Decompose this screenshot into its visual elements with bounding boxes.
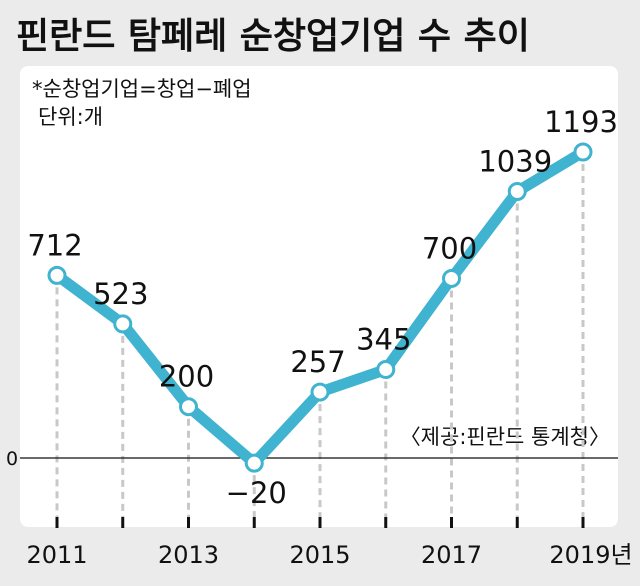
data-point [376, 360, 396, 380]
x-tick-label: 2017 [421, 541, 482, 569]
chart-title: 핀란드 탐페레 순창업기업 수 추이 [16, 16, 530, 57]
data-point [507, 181, 527, 201]
data-point [244, 453, 264, 473]
data-point [113, 314, 133, 334]
y-tick-label: 0 [6, 448, 18, 470]
chart-note: *순창업기업=창업−폐업 [32, 77, 252, 101]
data-label: 257 [290, 345, 345, 379]
data-point [179, 397, 198, 417]
x-tick-label: 2015 [289, 541, 350, 569]
data-point [47, 265, 67, 285]
data-label: 1039 [478, 144, 552, 178]
data-label: −20 [226, 476, 287, 510]
plot-panel [20, 66, 618, 527]
x-tick-label: 2019년 [549, 541, 632, 569]
data-label: 700 [422, 231, 477, 265]
data-label: 523 [93, 277, 148, 311]
data-point [573, 142, 593, 162]
data-label: 712 [27, 228, 82, 262]
x-tick-label: 2011 [26, 541, 87, 569]
data-label: 1193 [544, 105, 618, 139]
data-point [310, 382, 330, 402]
x-tick-label: 2013 [158, 541, 219, 569]
data-point [442, 268, 461, 288]
data-label: 345 [356, 323, 411, 357]
data-label: 200 [159, 360, 214, 394]
source-label: 〈제공:핀란드 통계청〉 [400, 425, 610, 449]
unit-label: 단위:개 [38, 105, 103, 129]
